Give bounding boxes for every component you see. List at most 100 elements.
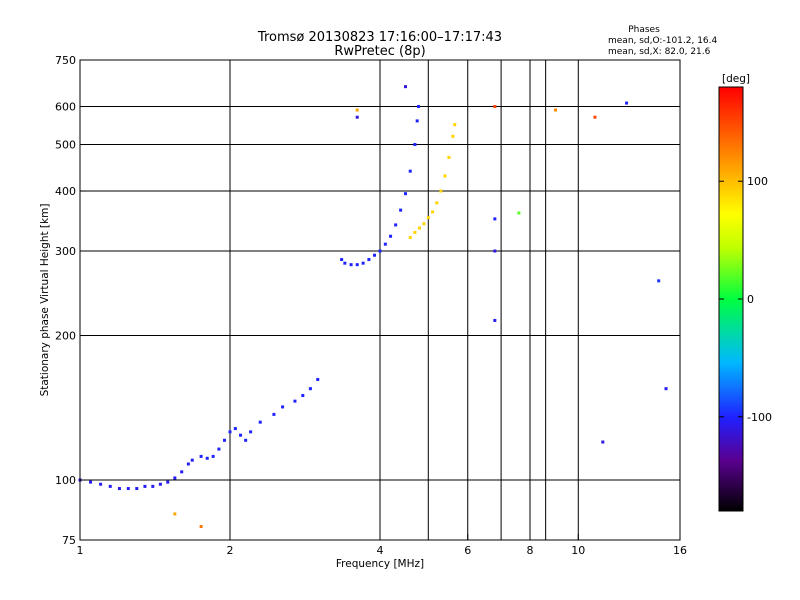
data-point (228, 430, 232, 434)
data-point (281, 405, 285, 409)
data-point (186, 462, 190, 466)
y-tick-label: 600 (55, 101, 76, 114)
colorbar-ticks: 100 0 -100 (719, 175, 772, 424)
data-point (413, 143, 417, 147)
data-point (180, 470, 184, 474)
data-point (399, 208, 403, 212)
phases-mean-x: mean, sd,X: 82.0, 21.6 (608, 47, 711, 57)
data-point (625, 101, 629, 105)
data-point (151, 484, 155, 488)
chart-subtitle: RwPretec (8p) (334, 44, 425, 59)
data-point (389, 234, 393, 238)
data-point (367, 258, 371, 262)
data-point (308, 387, 312, 391)
data-point (422, 222, 426, 226)
data-point (143, 484, 147, 488)
data-point (408, 236, 412, 240)
data-point (244, 438, 248, 442)
data-point (117, 487, 121, 491)
data-point (431, 210, 435, 214)
data-point (343, 261, 347, 265)
data-point (173, 512, 177, 516)
y-tick-label: 100 (55, 474, 76, 487)
data-point (394, 223, 398, 227)
data-point (349, 263, 353, 267)
x-tick-label: 8 (527, 544, 534, 557)
y-axis-label: Stationary phase Virtual Height [km] (39, 204, 51, 397)
colorbar-tick-label: 100 (747, 175, 768, 188)
data-point (301, 394, 305, 398)
data-point (415, 119, 419, 123)
x-tick-label: 16 (673, 544, 687, 557)
x-axis-label: Frequency [MHz] (336, 558, 424, 570)
data-point (403, 192, 407, 196)
chart-title: Tromsø 20130823 17:16:00–17:17:43 (257, 30, 502, 45)
y-tick-label: 200 (55, 330, 76, 343)
data-point (435, 201, 439, 205)
data-point (135, 487, 139, 491)
data-point (417, 226, 421, 230)
data-point (173, 476, 177, 480)
y-axis-ticks: 75 100 200 300 400 500 600 750 (55, 54, 86, 547)
data-point (166, 480, 170, 484)
data-point (443, 174, 447, 178)
grid (80, 60, 680, 540)
data-point (493, 249, 497, 253)
data-point (451, 134, 455, 138)
data-point (493, 318, 497, 322)
data-point (293, 399, 297, 403)
data-point (355, 115, 359, 119)
data-point (108, 484, 112, 488)
data-point (664, 387, 668, 391)
x-tick-label: 4 (377, 544, 384, 557)
y-tick-label: 400 (55, 185, 76, 198)
data-point (258, 420, 262, 424)
x-tick-label: 10 (571, 544, 585, 557)
data-point (126, 487, 130, 491)
data-point (413, 230, 417, 234)
data-point (447, 155, 451, 159)
data-point (199, 454, 203, 458)
data-point (439, 189, 443, 193)
data-point (233, 427, 237, 431)
data-point (657, 279, 661, 283)
data-point (355, 108, 359, 112)
y-tick-label: 750 (55, 54, 76, 67)
data-point (361, 261, 365, 265)
data-point (373, 253, 377, 257)
colorbar-tick-label: -100 (747, 411, 772, 424)
data-point (99, 482, 103, 486)
x-tick-label: 2 (227, 544, 234, 557)
phases-heading: Phases (628, 25, 660, 35)
phases-mean-o: mean, sd,O:-101.2, 16.4 (608, 36, 718, 46)
y-tick-label: 500 (55, 139, 76, 152)
data-point (378, 249, 382, 253)
data-points (78, 85, 668, 529)
data-point (199, 525, 203, 529)
data-point (340, 258, 344, 262)
data-point (426, 216, 430, 220)
data-point (211, 454, 215, 458)
data-point (517, 211, 521, 215)
data-point (316, 377, 320, 381)
colorbar-label: [deg] (722, 73, 750, 85)
data-point (403, 85, 407, 89)
data-point (493, 105, 497, 109)
data-point (493, 217, 497, 221)
data-point (553, 108, 557, 112)
data-point (593, 115, 597, 119)
data-point (417, 105, 421, 109)
y-tick-label: 75 (62, 534, 76, 547)
data-point (601, 440, 605, 444)
data-point (158, 482, 162, 486)
y-tick-label: 300 (55, 245, 76, 258)
x-axis-ticks: 1 2 4 6 8 10 16 (77, 534, 687, 557)
data-point (190, 458, 194, 462)
x-tick-label: 6 (464, 544, 471, 557)
data-point (383, 242, 387, 246)
x-tick-label: 1 (77, 544, 84, 557)
data-point (272, 412, 276, 416)
data-point (205, 456, 209, 460)
data-point (239, 433, 243, 437)
data-point (89, 480, 93, 484)
